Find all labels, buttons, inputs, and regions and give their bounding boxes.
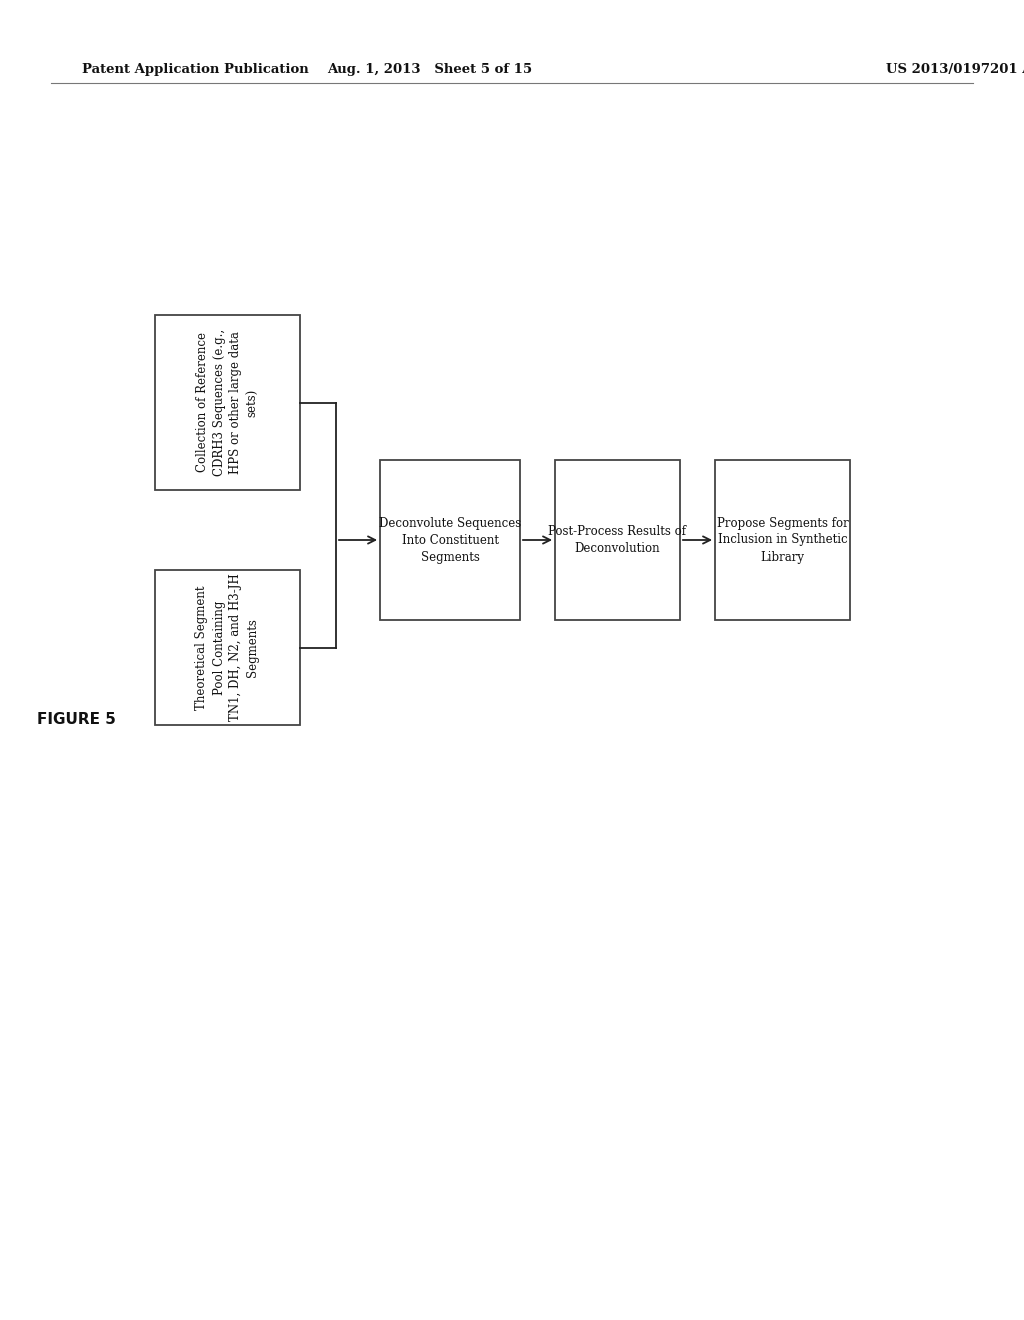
Bar — [555, 459, 680, 620]
Bar — [155, 315, 300, 490]
Bar — [155, 570, 300, 725]
Text: FIGURE 5: FIGURE 5 — [37, 711, 117, 727]
Text: Post-Process Results of
Deconvolution: Post-Process Results of Deconvolution — [549, 525, 686, 554]
Bar — [380, 459, 520, 620]
Text: Aug. 1, 2013   Sheet 5 of 15: Aug. 1, 2013 Sheet 5 of 15 — [328, 63, 532, 77]
Bar — [715, 459, 850, 620]
Text: Theoretical Segment
Pool Containing
TN1, DH, N2, and H3-JH
Segments: Theoretical Segment Pool Containing TN1,… — [196, 574, 259, 721]
Text: US 2013/0197201 A1: US 2013/0197201 A1 — [886, 63, 1024, 77]
Text: Collection of Reference
CDRH3 Sequences (e.g.,
HPS or other large data
sets): Collection of Reference CDRH3 Sequences … — [196, 329, 259, 477]
Text: Propose Segments for
Inclusion in Synthetic
Library: Propose Segments for Inclusion in Synthe… — [717, 516, 848, 564]
Text: Deconvolute Sequences
Into Constituent
Segments: Deconvolute Sequences Into Constituent S… — [379, 516, 521, 564]
Text: Patent Application Publication: Patent Application Publication — [82, 63, 308, 77]
